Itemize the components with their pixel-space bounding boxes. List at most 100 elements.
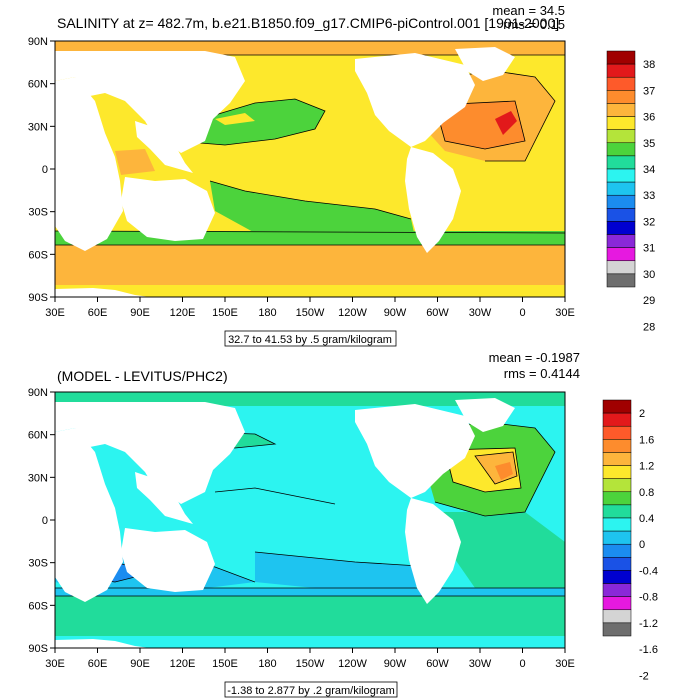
panel-2: (MODEL - LEVITUS/PHC2) mean = -0.1987 rm…: [28, 350, 658, 698]
colorbar-swatch: [606, 50, 636, 65]
lat-tick-label: 60S: [28, 600, 48, 612]
panel-2-title: (MODEL - LEVITUS/PHC2): [57, 368, 228, 384]
colorbar-swatch: [602, 530, 632, 545]
colorbar-swatch: [606, 129, 636, 144]
colorbar-swatch: [602, 609, 632, 624]
panel-1-rms: rms = 0.15: [503, 17, 565, 32]
colorbar-swatch: [602, 543, 632, 558]
colorbar-swatch: [606, 208, 636, 222]
colorbar-swatch: [602, 439, 632, 453]
lat-tick-label: 0: [42, 515, 48, 527]
panel-2-colorbar: 2 1.6 1.2 0.8 0.4 0 -0.4 -0.8 -1.2 -1.6 -2: [602, 399, 658, 682]
panel-2-map: [55, 392, 565, 648]
colorbar-swatch: [606, 260, 636, 275]
panel-2-contour-info-box: [224, 681, 398, 698]
colorbar-label: 28: [643, 321, 655, 333]
colorbar-swatch: [602, 465, 632, 479]
colorbar-swatch: [606, 194, 636, 209]
lon-tick-label: 60E: [88, 658, 108, 670]
panel-1: SALINITY at z= 482.7m, b.e21.B1850.f09_g…: [28, 3, 655, 347]
colorbar-label: 35: [643, 138, 655, 150]
lon-tick-label: 180: [258, 307, 276, 319]
lon-tick-label: 30E: [555, 307, 575, 319]
lon-tick-label: 90E: [130, 307, 150, 319]
lon-tick-label: 0: [519, 307, 525, 319]
panel-2-contour-info: -1.38 to 2.877 by .2 gram/kilogram: [227, 685, 395, 697]
lon-tick-label: 120W: [338, 307, 367, 319]
lat-tick-label: 90N: [28, 387, 48, 399]
panel-2-lon-ticks: 30E 60E 90E 120E 150E 180 150W 120W 90W 60W 30W 0 30…: [45, 648, 575, 670]
panel-1-contour-info-box: [224, 330, 397, 347]
colorbar-swatch: [606, 247, 636, 262]
colorbar-label: -2: [639, 670, 649, 682]
colorbar-swatch: [602, 452, 632, 466]
colorbar-label: 32: [643, 216, 655, 228]
colorbar-swatch: [606, 142, 636, 157]
colorbar-swatch: [602, 399, 632, 414]
colorbar-swatch: [606, 76, 636, 91]
colorbar-swatch: [602, 491, 632, 506]
colorbar-swatch: [606, 221, 636, 235]
southern-ocean-diff: [55, 596, 565, 636]
lon-tick-label: 30E: [45, 307, 65, 319]
lat-tick-label: 90N: [28, 36, 48, 48]
colorbar-swatch: [606, 181, 636, 196]
colorbar-label: 38: [643, 59, 655, 71]
colorbar-swatch: [606, 116, 636, 130]
panel-1-lat-ticks: 90N 60N 30N 0 30S 60S 90S: [28, 36, 55, 304]
colorbar-swatch: [602, 622, 632, 637]
lon-tick-label: 90W: [384, 307, 407, 319]
lon-tick-label: 180: [258, 658, 276, 670]
panel-1-map: [55, 41, 565, 297]
north-pacific-34: [175, 99, 325, 145]
colorbar-swatch: [602, 517, 632, 532]
lon-tick-label: 30W: [469, 658, 492, 670]
south-pacific-34: [210, 181, 415, 237]
colorbar-label: 1.6: [639, 434, 654, 446]
lon-tick-label: 150W: [296, 307, 325, 319]
lon-tick-label: 30E: [45, 658, 65, 670]
panel-2-lat-ticks: 90N 60N 30N 0 30S 60S 90S: [28, 387, 55, 655]
colorbar-swatch: [602, 596, 632, 611]
colorbar-label: 34: [643, 164, 655, 176]
colorbar-label: 30: [643, 269, 655, 281]
colorbar-label: 1.2: [639, 461, 654, 473]
lon-tick-label: 150E: [212, 307, 238, 319]
panel-1-title: SALINITY at z= 482.7m, b.e21.B1850.f09_g…: [57, 15, 559, 31]
lat-tick-label: 60N: [28, 79, 48, 91]
colorbar-swatch: [606, 103, 636, 117]
colorbar-swatch: [602, 425, 632, 440]
colorbar-swatch: [606, 234, 636, 248]
colorbar-label: 0.4: [639, 513, 654, 525]
colorbar-label: -0.4: [639, 565, 658, 577]
lat-tick-label: 30N: [28, 121, 48, 133]
colorbar-label: 0: [639, 539, 645, 551]
colorbar-swatch: [606, 90, 636, 104]
lat-tick-label: 30S: [28, 207, 48, 219]
colorbar-swatch: [602, 412, 632, 427]
lon-tick-label: 30W: [469, 307, 492, 319]
panel-1-lon-ticks: 30E 60E 90E 120E 150E 180 150W 120W 90W 60W 30W 0 30…: [45, 297, 575, 319]
panel-1-colorbar: 38 37 36 35 34 33 32 31 30 29 28: [606, 50, 655, 333]
colorbar-label: 31: [643, 243, 655, 255]
lon-tick-label: 150E: [212, 658, 238, 670]
lat-tick-label: 30N: [28, 472, 48, 484]
panel-1-mean: mean = 34.5: [492, 3, 565, 18]
lat-tick-label: 0: [42, 164, 48, 176]
lon-tick-label: 60W: [426, 307, 449, 319]
colorbar-swatch: [602, 478, 632, 493]
colorbar-swatch: [602, 583, 632, 597]
colorbar-label: 36: [643, 112, 655, 124]
colorbar-swatch: [606, 63, 636, 78]
southern-ocean-35-band: [55, 245, 565, 285]
lon-tick-label: 120E: [170, 658, 196, 670]
colorbar-label: 37: [643, 85, 655, 97]
lon-tick-label: 150W: [296, 658, 325, 670]
colorbar-swatch: [602, 570, 632, 584]
panel-2-rms: rms = 0.4144: [504, 366, 580, 381]
colorbar-label: 33: [643, 190, 655, 202]
colorbar-swatch: [602, 557, 632, 571]
colorbar-label: 29: [643, 295, 655, 307]
lat-tick-label: 90S: [28, 292, 48, 304]
